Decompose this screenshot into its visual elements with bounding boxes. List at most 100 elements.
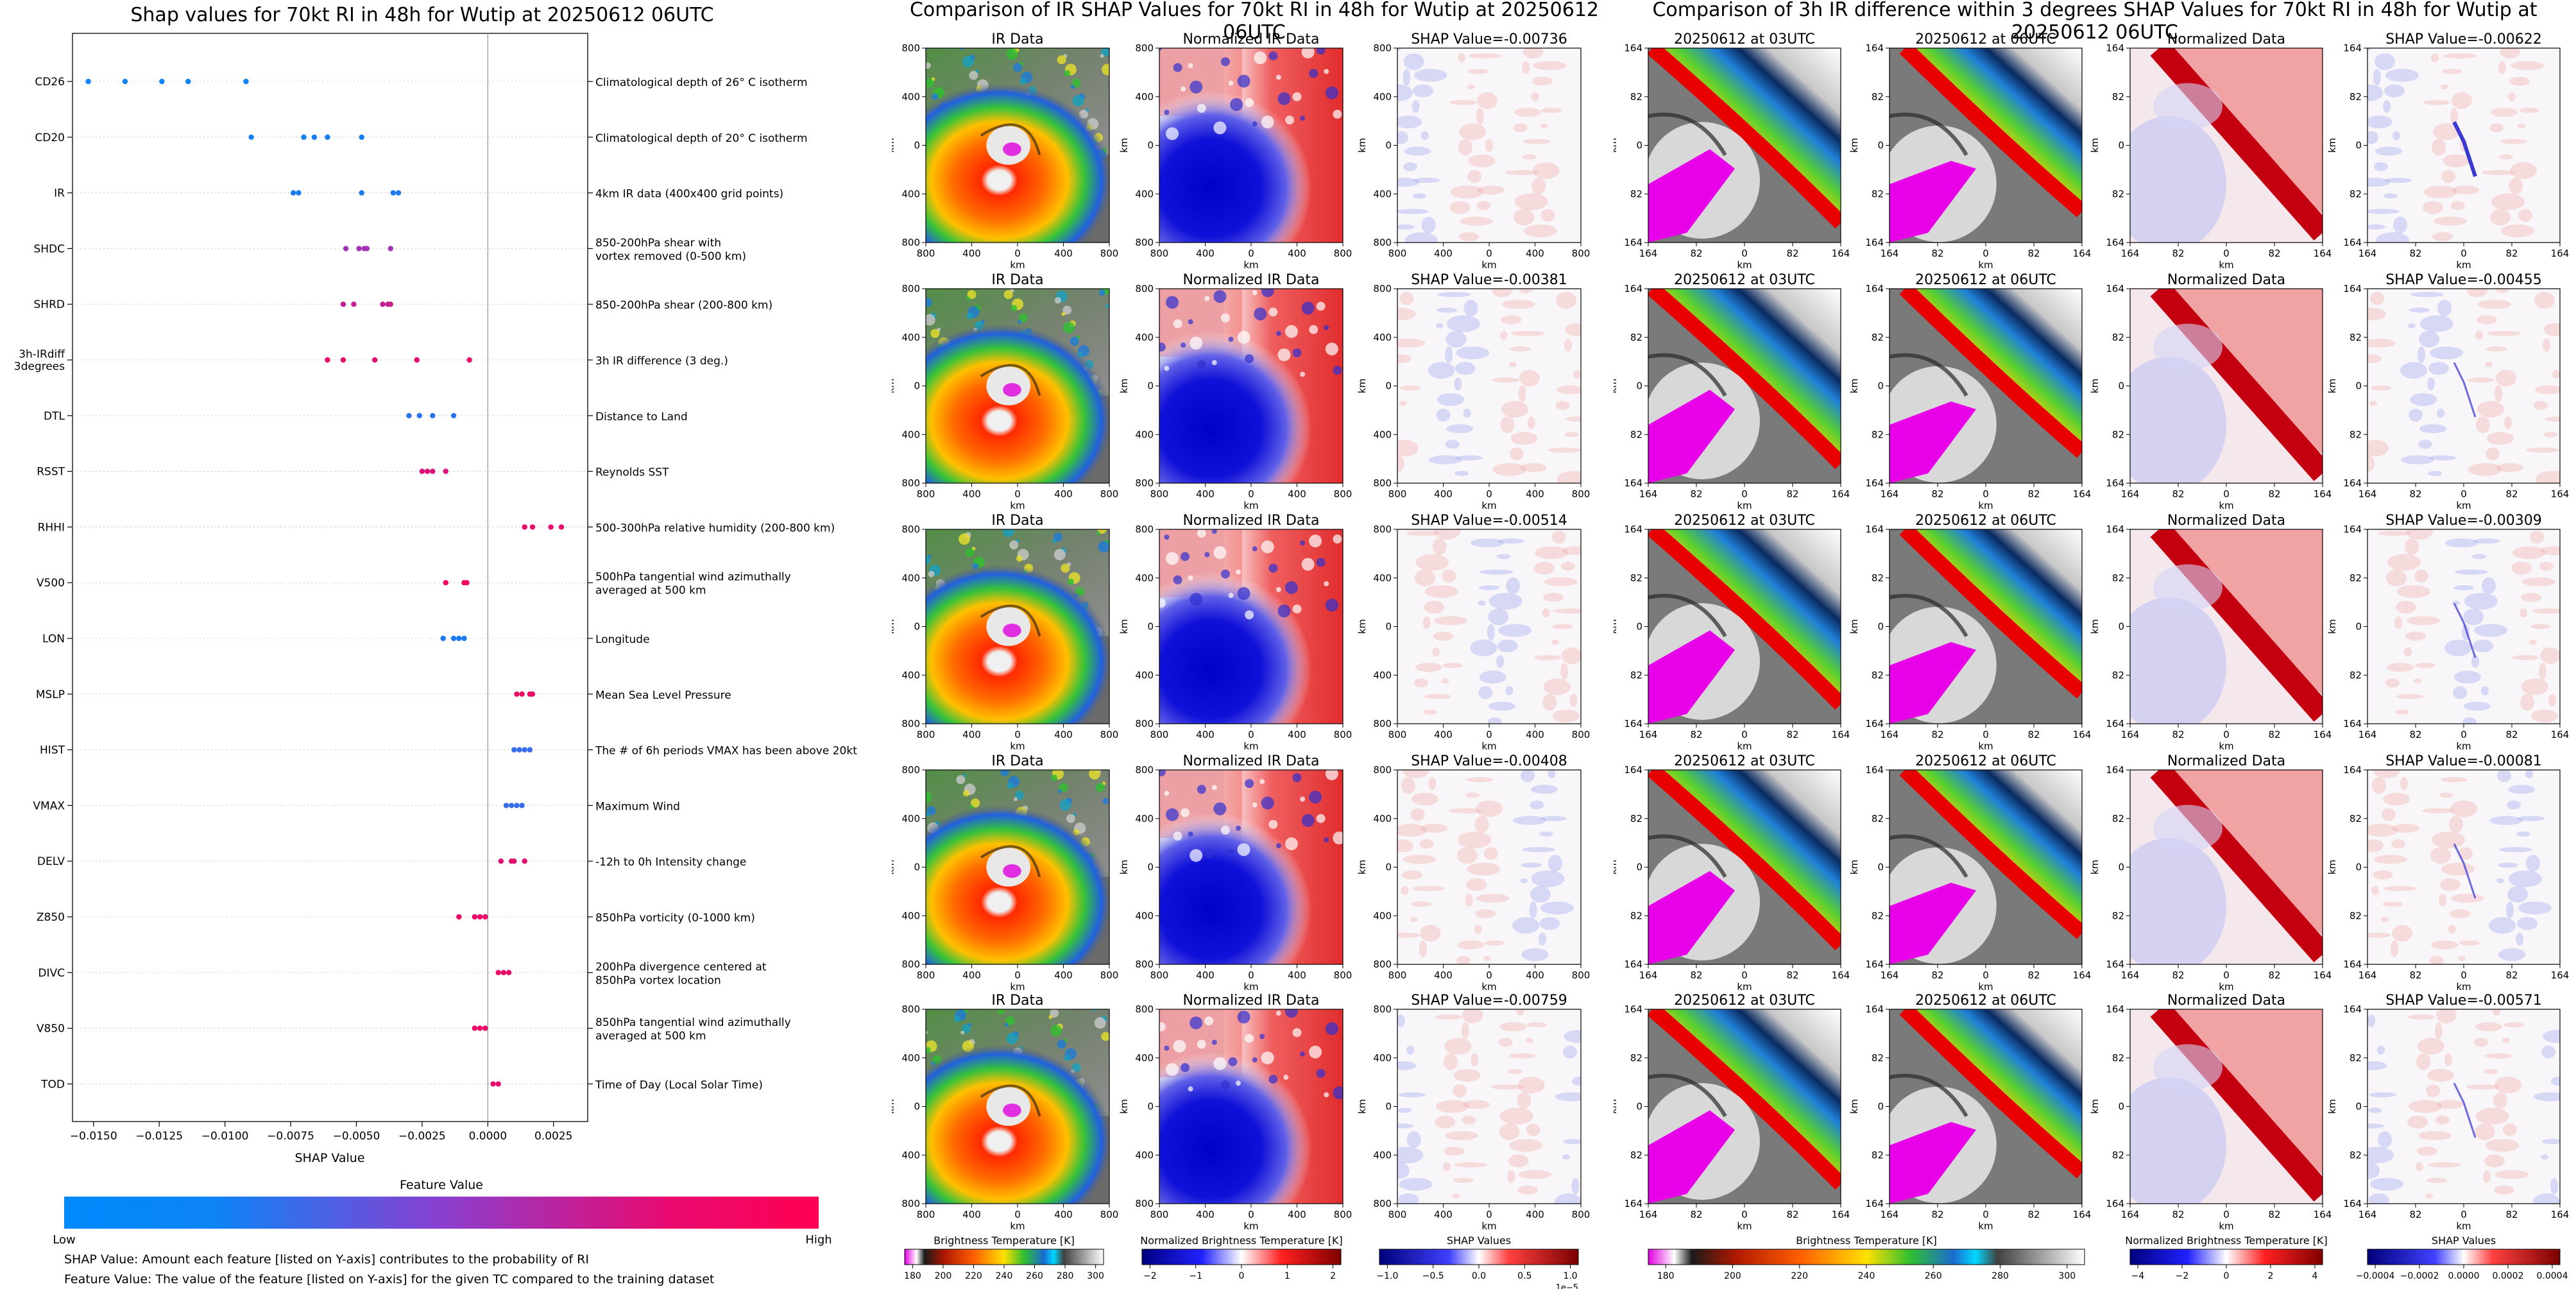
feature-description: 850hPa vortex location	[595, 974, 721, 987]
x-tick-label: 164	[2358, 1209, 2377, 1220]
y-tick-label: 164	[1624, 42, 1642, 54]
y-axis-label: km	[1118, 1099, 1130, 1114]
y-tick-label: 800	[901, 959, 920, 970]
feature-description: 850hPa tangential wind azimuthally	[595, 1016, 791, 1029]
y-tick-label: 82	[2112, 813, 2124, 824]
x-tick-label: 82	[2027, 1209, 2040, 1220]
y-tick-label: 82	[2112, 332, 2124, 343]
y-axis-label: km	[1118, 138, 1130, 153]
shap-point	[388, 302, 393, 307]
x-tick-label: 164	[2121, 1209, 2140, 1220]
x-axis-label: km	[1978, 259, 1993, 271]
y-tick-label: 0	[914, 621, 920, 633]
y-tick-label: 400	[1135, 1149, 1154, 1161]
colorbar	[1648, 1249, 2085, 1265]
x-tick-label: 82	[2409, 488, 2421, 500]
x-axis-label: km	[1737, 981, 1752, 993]
x-tick-label: 400	[1526, 729, 1544, 740]
x-tick-label: 400	[1054, 248, 1073, 259]
y-tick-label: 82	[1630, 188, 1642, 200]
x-tick-label: 800	[1150, 1209, 1169, 1220]
y-tick-label: 400	[1373, 429, 1392, 440]
x-tick-label: 0	[2223, 1209, 2230, 1220]
y-tick-label: 800	[901, 764, 920, 776]
y-tick-label: 400	[901, 332, 920, 343]
y-axis-label: km	[2326, 379, 2338, 393]
x-axis-label: km	[1010, 1220, 1025, 1232]
colorbar-tick-label: −1.0	[1376, 1271, 1398, 1281]
x-tick-label: 400	[962, 729, 981, 740]
shap-point	[85, 78, 91, 85]
y-axis-label: km	[2089, 619, 2101, 634]
x-tick-label: 164	[2073, 1209, 2092, 1220]
y-axis-label: km	[2326, 619, 2338, 634]
x-tick-label: 800	[1150, 488, 1169, 500]
panel-title: SHAP Value=-0.00759	[1411, 993, 1567, 1009]
x-tick-label: 0	[1983, 1209, 1989, 1220]
colorbar-tick-label: 240	[1858, 1271, 1875, 1281]
y-tick-label: 164	[1865, 477, 1884, 489]
y-tick-label: 0	[2355, 380, 2362, 392]
x-axis-label: km	[2456, 259, 2471, 271]
x-tick-label: 800	[1572, 488, 1591, 500]
y-tick-label: 82	[1630, 910, 1642, 921]
x-tick-label: 82	[1786, 729, 1798, 740]
feature-description: 200hPa divergence centered at	[595, 960, 767, 973]
y-tick-label: 82	[1630, 669, 1642, 681]
y-tick-label: 164	[1865, 718, 1884, 730]
colorbar-tick-label: 180	[904, 1271, 921, 1281]
x-tick-label: 82	[2505, 488, 2518, 500]
x-axis-label: km	[2456, 500, 2471, 511]
x-tick-label: 164	[1832, 969, 1850, 981]
shap-point	[359, 134, 364, 140]
feature-label: DELV	[37, 855, 65, 868]
shap-point	[301, 134, 307, 140]
y-tick-label: 164	[2106, 237, 2124, 248]
y-tick-label: 0	[1636, 862, 1642, 873]
shap-summary-chart: Shap values for 70kt RI in 48h for Wutip…	[0, 0, 879, 1289]
y-axis-label: km	[1118, 379, 1130, 393]
normalized-ir-image	[1159, 1009, 1343, 1204]
x-axis-label: km	[1737, 740, 1752, 752]
feature-description: averaged at 500 km	[595, 1030, 706, 1043]
x-tick-label: 800	[1388, 729, 1407, 740]
y-tick-label: 164	[2343, 1003, 2362, 1015]
feature-label: LON	[42, 633, 65, 645]
y-tick-label: 82	[1630, 1149, 1642, 1161]
y-tick-label: 0	[1147, 621, 1154, 633]
x-tick-label: 400	[1526, 969, 1544, 981]
x-tick-label: 82	[2172, 969, 2184, 981]
colorbar-label: SHAP Values	[1447, 1234, 1511, 1247]
colorbar-tick-label: 300	[2058, 1271, 2076, 1281]
shap-point	[450, 413, 457, 418]
shap-point	[519, 691, 525, 697]
feature-description: The # of 6h periods VMAX has been above …	[595, 745, 857, 758]
colorbar-tick-label: 0	[2224, 1271, 2230, 1281]
x-axis-label: km	[1481, 259, 1496, 271]
y-tick-label: 800	[901, 718, 920, 730]
y-tick-label: 800	[1135, 764, 1154, 776]
x-tick-label: 164	[2358, 969, 2377, 981]
y-tick-label: 400	[901, 91, 920, 103]
y-tick-label: 0	[1385, 380, 1392, 392]
feature-label: TOD	[40, 1078, 65, 1091]
y-tick-label: 82	[1630, 813, 1642, 824]
x-tick-label: 0	[1486, 488, 1492, 500]
y-tick-label: 800	[1135, 1003, 1154, 1015]
x-tick-label: 82	[2027, 488, 2040, 500]
y-tick-label: 0	[1877, 862, 1884, 873]
feature-description: Mean Sea Level Pressure	[595, 689, 731, 702]
y-tick-label: 400	[1135, 813, 1154, 824]
x-axis-label: km	[1481, 500, 1496, 511]
y-tick-label: 164	[2106, 42, 2124, 54]
y-tick-label: 0	[2118, 862, 2124, 873]
footnote-shap-value: SHAP Value: Amount each feature [listed …	[64, 1252, 589, 1267]
colorbar-tick-label: −0.5	[1422, 1271, 1444, 1281]
colorbar-tick-label: 280	[1992, 1271, 2009, 1281]
colorbar-title: Feature Value	[400, 1178, 483, 1192]
x-tick-label: 800	[1100, 488, 1119, 500]
x-tick-label: 0	[2223, 248, 2230, 259]
y-tick-label: 400	[901, 1149, 920, 1161]
x-tick-label: 400	[1434, 969, 1453, 981]
x-tick-label: 164	[1832, 488, 1850, 500]
